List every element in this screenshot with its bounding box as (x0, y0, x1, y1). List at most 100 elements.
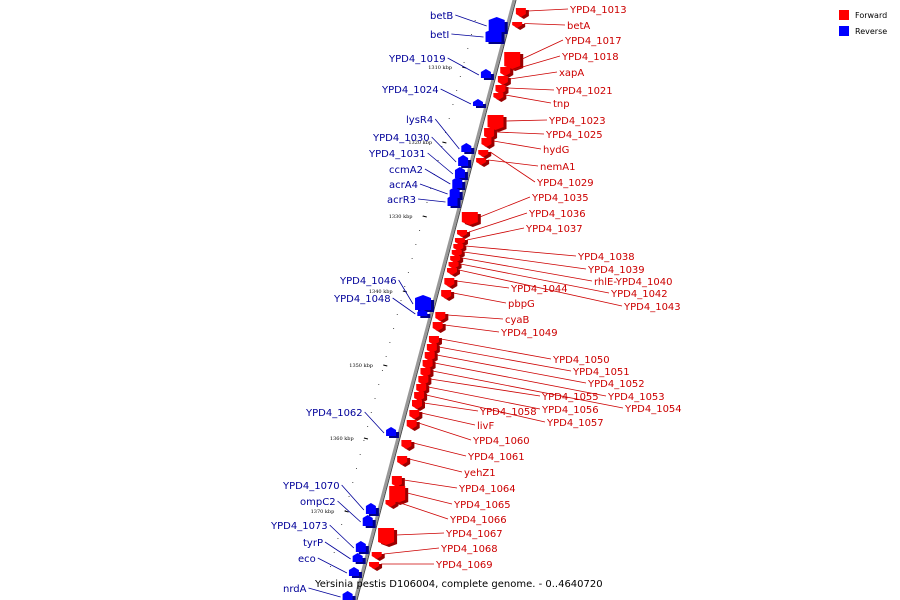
gene-label-forward[interactable]: YPD4_1029 (536, 178, 594, 189)
gene-feature-forward[interactable] (493, 93, 504, 100)
gene-feature-reverse[interactable] (447, 195, 458, 206)
gene-feature-reverse[interactable] (415, 295, 432, 310)
gene-label-reverse[interactable]: YPD4_1019 (388, 54, 446, 65)
gene-label-reverse[interactable]: acrR3 (387, 195, 416, 206)
gene-label-reverse[interactable]: ccmA2 (389, 165, 423, 176)
gene-label-forward[interactable]: YPD4_1042 (610, 289, 668, 300)
gene-label-forward[interactable]: YPD4_1038 (577, 252, 635, 263)
gene-feature-reverse[interactable] (454, 167, 465, 178)
gene-feature-forward[interactable] (457, 230, 468, 237)
gene-label-reverse[interactable]: lysR4 (406, 115, 433, 126)
gene-feature-reverse[interactable] (342, 591, 353, 600)
gene-feature-forward[interactable] (418, 376, 429, 385)
gene-feature-forward[interactable] (451, 250, 462, 257)
gene-label-forward[interactable]: YPD4_1066 (449, 515, 507, 526)
gene-feature-forward[interactable] (428, 336, 439, 345)
gene-feature-forward[interactable] (444, 278, 455, 287)
gene-feature-forward[interactable] (487, 115, 504, 130)
gene-label-reverse[interactable]: eco (298, 554, 316, 565)
gene-feature-reverse[interactable] (488, 17, 505, 32)
gene-label-forward[interactable]: YPD4_1054 (624, 404, 682, 415)
gene-feature-forward[interactable] (495, 85, 506, 94)
gene-feature-reverse[interactable] (452, 177, 463, 188)
gene-label-forward[interactable]: hydG (543, 145, 569, 156)
gene-feature-reverse[interactable] (386, 427, 397, 436)
gene-label-forward[interactable]: yehZ1 (464, 468, 496, 479)
gene-feature-forward[interactable] (450, 256, 461, 263)
gene-feature-forward[interactable] (369, 562, 380, 569)
gene-label-reverse[interactable]: YPD4_1030 (372, 133, 430, 144)
gene-feature-forward[interactable] (424, 352, 435, 361)
gene-feature-reverse[interactable] (362, 515, 373, 526)
gene-feature-forward[interactable] (378, 528, 395, 545)
gene-label-forward[interactable]: YPD4_1067 (445, 529, 503, 540)
gene-feature-forward[interactable] (504, 52, 521, 69)
gene-label-forward[interactable]: YPD4_1039 (587, 265, 645, 276)
gene-label-reverse[interactable]: YPD4_1046 (339, 276, 397, 287)
gene-label-forward[interactable]: YPD4_1035 (531, 193, 589, 204)
gene-label-forward[interactable]: YPD4_1017 (564, 36, 622, 47)
gene-feature-forward[interactable] (500, 67, 511, 76)
gene-feature-forward[interactable] (406, 420, 417, 429)
gene-feature-forward[interactable] (497, 76, 508, 85)
gene-feature-reverse[interactable] (352, 553, 363, 562)
gene-label-reverse[interactable]: YPD4_1024 (381, 85, 439, 96)
gene-feature-reverse[interactable] (485, 29, 502, 42)
gene-label-forward[interactable]: nemA1 (540, 162, 575, 173)
gene-label-forward[interactable]: YPD4_1043 (623, 302, 681, 313)
gene-label-forward[interactable]: tnp (553, 99, 570, 110)
gene-feature-forward[interactable] (422, 360, 433, 369)
gene-label-forward[interactable]: betA (567, 21, 590, 32)
gene-feature-forward[interactable] (512, 22, 523, 28)
gene-label-forward[interactable]: YPD4_1037 (525, 224, 583, 235)
gene-label-forward[interactable]: YPD4_1036 (528, 209, 586, 220)
gene-label-reverse[interactable]: YPD4_1048 (333, 294, 391, 305)
gene-feature-forward[interactable] (371, 552, 382, 559)
gene-feature-forward[interactable] (389, 486, 406, 503)
gene-label-forward[interactable]: YPD4_1013 (569, 5, 627, 16)
gene-label-reverse[interactable]: YPD4_1031 (368, 149, 426, 160)
gene-feature-forward[interactable] (478, 150, 489, 157)
gene-label-forward[interactable]: YPD4_1025 (545, 130, 603, 141)
gene-label-forward[interactable]: YPD4_1061 (467, 452, 525, 463)
gene-feature-forward[interactable] (412, 400, 422, 409)
gene-feature-reverse[interactable] (472, 99, 483, 106)
gene-feature-reverse[interactable] (417, 309, 428, 316)
gene-label-forward[interactable]: YPD4_1049 (500, 328, 558, 339)
gene-label-reverse[interactable]: YPD4_1070 (282, 481, 340, 492)
gene-feature-forward[interactable] (391, 476, 402, 487)
gene-feature-reverse[interactable] (365, 503, 376, 514)
gene-label-forward[interactable]: YPD4_1068 (440, 544, 498, 555)
gene-feature-forward[interactable] (409, 410, 420, 419)
gene-label-reverse[interactable]: tyrP (303, 538, 323, 549)
gene-label-forward[interactable]: YPD4_1053 (607, 392, 665, 403)
gene-label-forward[interactable]: xapA (559, 68, 584, 79)
gene-label-forward[interactable]: pbpG (508, 299, 535, 310)
gene-feature-forward[interactable] (454, 238, 465, 245)
gene-label-forward[interactable]: rhlE-YPD4_1040 (594, 277, 672, 288)
gene-feature-forward[interactable] (385, 500, 396, 507)
gene-label-forward[interactable]: YPD4_1056 (541, 405, 599, 416)
gene-label-forward[interactable]: cyaB (505, 315, 530, 326)
gene-label-forward[interactable]: YPD4_1051 (572, 367, 630, 378)
gene-feature-reverse[interactable] (348, 567, 359, 576)
gene-feature-reverse[interactable] (355, 541, 366, 552)
gene-label-forward[interactable]: YPD4_1064 (458, 484, 516, 495)
gene-feature-forward[interactable] (426, 344, 437, 353)
gene-feature-forward[interactable] (481, 138, 492, 147)
gene-label-reverse[interactable]: betB (430, 11, 453, 22)
gene-feature-forward[interactable] (435, 312, 446, 321)
gene-feature-forward[interactable] (448, 262, 459, 269)
gene-label-reverse[interactable]: nrdA (283, 584, 307, 595)
gene-feature-forward[interactable] (461, 212, 478, 225)
gene-label-forward[interactable]: YPD4_1023 (548, 116, 606, 127)
gene-feature-forward[interactable] (476, 158, 487, 165)
gene-label-forward[interactable]: YPD4_1021 (555, 86, 613, 97)
gene-feature-forward[interactable] (453, 244, 464, 251)
gene-feature-forward[interactable] (446, 268, 457, 275)
gene-label-forward[interactable]: YPD4_1050 (552, 355, 610, 366)
gene-label-forward[interactable]: YPD4_1018 (561, 52, 619, 63)
gene-feature-forward[interactable] (420, 368, 431, 377)
gene-feature-reverse[interactable] (461, 143, 472, 152)
gene-label-reverse[interactable]: acrA4 (389, 180, 418, 191)
